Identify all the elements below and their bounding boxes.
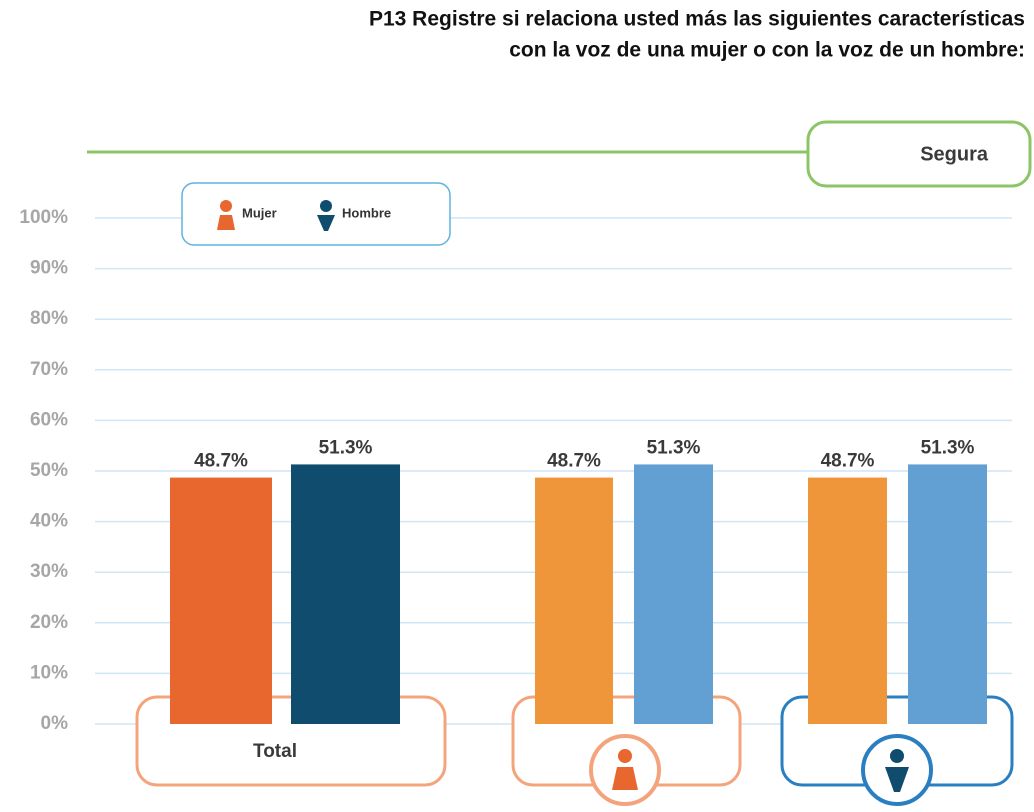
bar	[908, 464, 987, 724]
chart-title: P13 Registre si relaciona usted más las …	[369, 8, 1025, 31]
bar	[535, 477, 613, 724]
x-tick-label: Total	[253, 741, 297, 762]
icon-head	[890, 749, 904, 763]
y-tick-label: 10%	[30, 662, 68, 683]
bar	[291, 464, 400, 724]
legend-icon-head	[220, 200, 232, 212]
legend-icon-head	[320, 200, 332, 212]
y-tick-label: 90%	[30, 258, 68, 279]
value-label: 51.3%	[921, 437, 975, 458]
value-label: 48.7%	[194, 451, 248, 472]
value-label: 51.3%	[647, 437, 701, 458]
y-tick-label: 60%	[30, 409, 68, 430]
chart-title: con la voz de una mujer o con la voz de …	[509, 39, 1025, 62]
panel-box	[806, 120, 1032, 188]
value-label: 48.7%	[547, 451, 601, 472]
y-tick-label: 30%	[30, 561, 68, 582]
value-label: 48.7%	[821, 451, 875, 472]
y-tick-label: 70%	[30, 359, 68, 380]
value-label: 51.3%	[319, 437, 373, 458]
legend-icon-body	[217, 215, 235, 230]
y-tick-label: 20%	[30, 612, 68, 633]
icon-body	[612, 767, 638, 790]
bar	[170, 477, 272, 724]
y-tick-label: 50%	[30, 460, 68, 481]
legend-label: Hombre	[342, 205, 391, 220]
icon-body	[885, 767, 909, 792]
male-icon	[861, 734, 933, 806]
bar	[808, 477, 887, 724]
legend-label: Mujer	[242, 205, 277, 220]
female-icon	[589, 734, 661, 806]
panel-label: Segura	[920, 143, 989, 165]
legend: Mujer Hombre	[181, 182, 451, 246]
y-tick-label: 100%	[19, 207, 68, 228]
legend-icon-body	[317, 215, 335, 231]
y-tick-label: 0%	[41, 713, 69, 734]
legend-box	[181, 182, 451, 246]
y-tick-label: 80%	[30, 308, 68, 329]
y-tick-label: 40%	[30, 511, 68, 532]
icon-head	[618, 749, 632, 763]
bars: 48.7% 48.7% 48.7% 51.3% 51.3% 51.3% Total	[170, 437, 987, 762]
bar	[634, 464, 713, 724]
